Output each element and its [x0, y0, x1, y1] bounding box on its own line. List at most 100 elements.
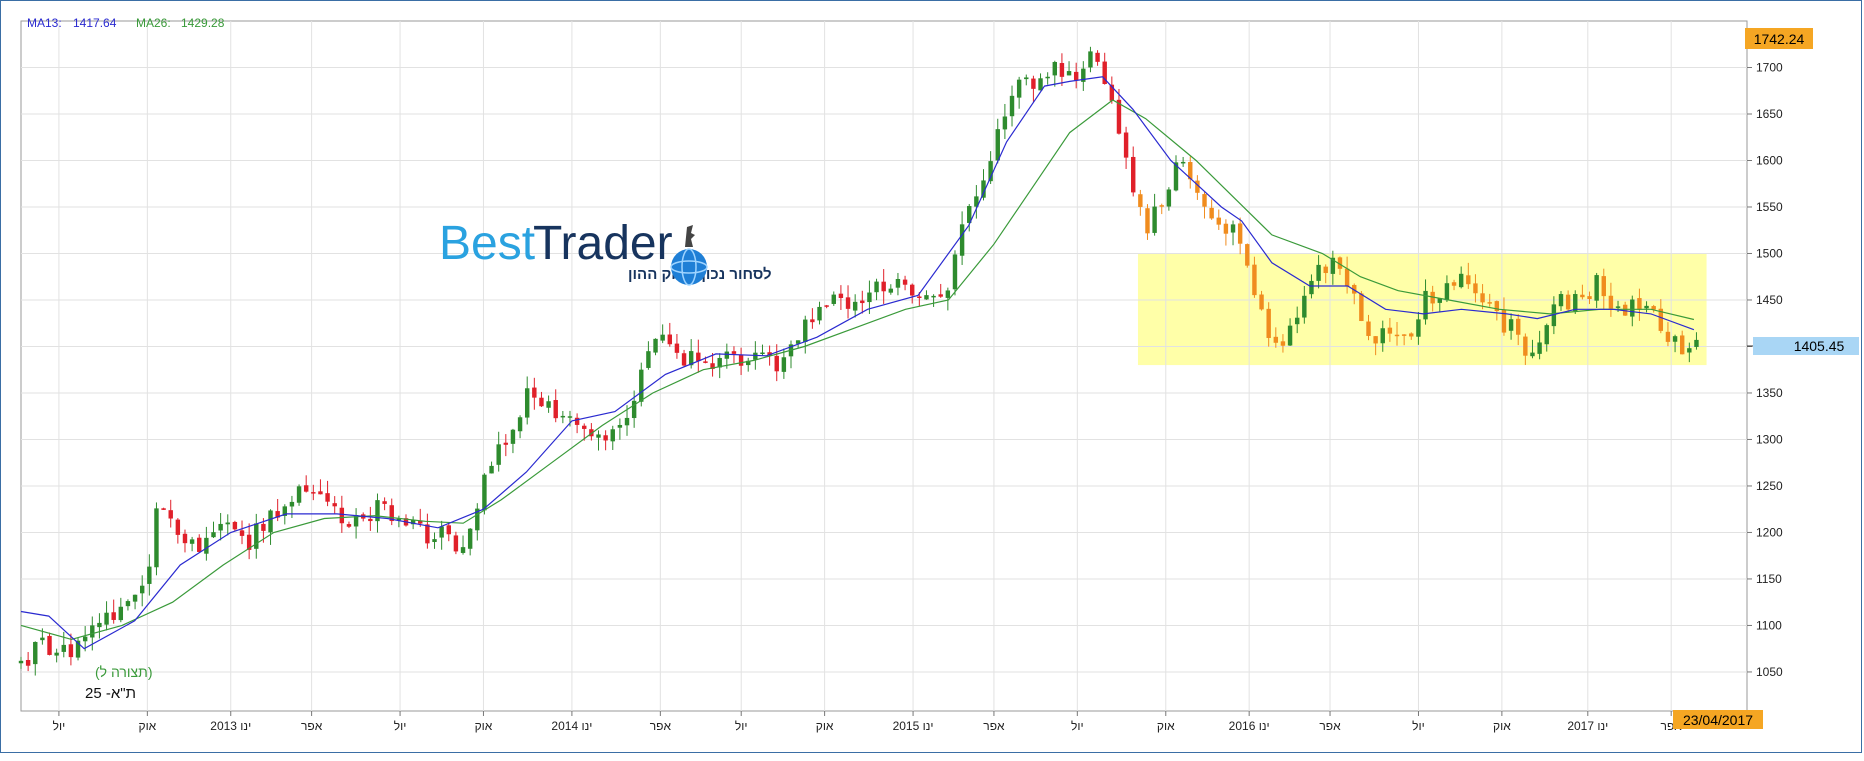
candle-body	[931, 295, 936, 298]
x-tick-label: אוק	[1493, 719, 1511, 733]
candle-body	[938, 294, 943, 297]
candle-body	[346, 524, 352, 527]
x-tick-label: יול	[53, 719, 66, 733]
max-price-badge: 1742.24	[1745, 28, 1813, 49]
candle-body	[1081, 68, 1086, 82]
candle-body	[1131, 156, 1136, 193]
grid-lines	[21, 21, 1747, 711]
candle-body	[1166, 189, 1172, 207]
candle-body	[1309, 280, 1314, 295]
candle-body	[1259, 294, 1264, 310]
candle-body	[389, 505, 394, 522]
candle-body	[1102, 61, 1107, 84]
candle-body	[503, 442, 509, 445]
y-tick-label: 1150	[1756, 572, 1782, 586]
candle-body	[860, 300, 865, 304]
candle-body	[1672, 336, 1678, 342]
x-tick-label: אפר	[983, 719, 1005, 733]
candle-body	[104, 612, 109, 625]
candle-body	[339, 507, 345, 524]
candle-body	[425, 524, 430, 544]
candle-body	[817, 306, 822, 321]
candle-body	[1273, 336, 1279, 343]
y-tick-label: 1250	[1756, 479, 1783, 493]
candle-body	[1580, 294, 1585, 298]
candle-body	[289, 501, 295, 507]
candle-body	[90, 625, 95, 638]
candle-body	[1494, 301, 1500, 312]
candle-body	[33, 641, 38, 665]
y-axis: 1050110011501200125013001350140014501500…	[1747, 60, 1783, 679]
candle-body	[731, 351, 737, 354]
x-tick-label: אפר	[1319, 719, 1341, 733]
candle-body	[532, 387, 537, 398]
candle-body	[1651, 306, 1656, 310]
candle-body	[1594, 275, 1599, 301]
last-price-badge: 1405.45	[1747, 337, 1859, 355]
candle-body	[603, 435, 608, 441]
candle-body	[446, 525, 451, 535]
candle-body	[1031, 78, 1036, 89]
candle-body	[1088, 51, 1093, 68]
candle-body	[1644, 305, 1649, 309]
candle-body	[396, 518, 402, 521]
candle-body	[524, 388, 530, 418]
candle-body	[967, 206, 972, 223]
candle-body	[1608, 295, 1614, 309]
candle-body	[1337, 257, 1343, 269]
candle-body	[596, 434, 601, 438]
candle-body	[1095, 52, 1100, 62]
candle-body	[1573, 294, 1578, 312]
candle-body	[1002, 116, 1008, 130]
candle-body	[582, 425, 587, 429]
candle-body	[1237, 223, 1243, 244]
candle-body	[653, 338, 658, 353]
x-tick-label: אוק	[475, 719, 493, 733]
candle-body	[631, 400, 637, 419]
candle-body	[467, 528, 473, 549]
candle-body	[1366, 321, 1371, 336]
candle-body	[1501, 309, 1507, 333]
candle-body	[867, 292, 872, 303]
candle-body	[168, 510, 173, 519]
candle-body	[118, 606, 124, 621]
candle-body	[489, 465, 494, 474]
candle-body	[1302, 295, 1307, 318]
candle-body	[1287, 325, 1293, 346]
candle-body	[1009, 95, 1015, 117]
x-tick-label: אוק	[138, 719, 156, 733]
candle-body	[574, 417, 580, 425]
y-tick-label: 1100	[1756, 618, 1782, 632]
candle-body	[959, 224, 965, 256]
globe-icon	[671, 249, 707, 285]
x-tick-label: יול	[394, 719, 407, 733]
candle-body	[1416, 319, 1421, 337]
candle-body	[25, 659, 31, 666]
candle-body	[1458, 273, 1464, 288]
candle-body	[111, 612, 116, 620]
candle-body	[254, 523, 259, 549]
candle-body	[917, 296, 922, 299]
candle-body	[1123, 132, 1129, 158]
candle-body	[161, 508, 166, 510]
candle-body	[239, 530, 245, 536]
last-date-badge: 23/04/2017	[1673, 710, 1763, 729]
candle-body	[1188, 161, 1193, 180]
candle-body	[1516, 318, 1521, 335]
candle-body	[746, 360, 751, 366]
ma13-line	[20, 76, 1695, 650]
ma26-value: 1429.28	[181, 16, 225, 30]
candle-body	[924, 295, 929, 300]
candle-body	[1694, 339, 1699, 347]
candle-body	[1016, 79, 1022, 98]
candle-body	[838, 293, 844, 298]
candle-body	[1195, 180, 1200, 193]
candle-body	[1280, 341, 1286, 346]
candle-body	[182, 533, 188, 544]
candlestick-series	[18, 46, 1699, 676]
candle-body	[1373, 336, 1378, 344]
candle-body	[831, 294, 836, 304]
candle-body	[717, 357, 722, 368]
candle-body	[453, 535, 459, 552]
candle-body	[1173, 162, 1179, 191]
